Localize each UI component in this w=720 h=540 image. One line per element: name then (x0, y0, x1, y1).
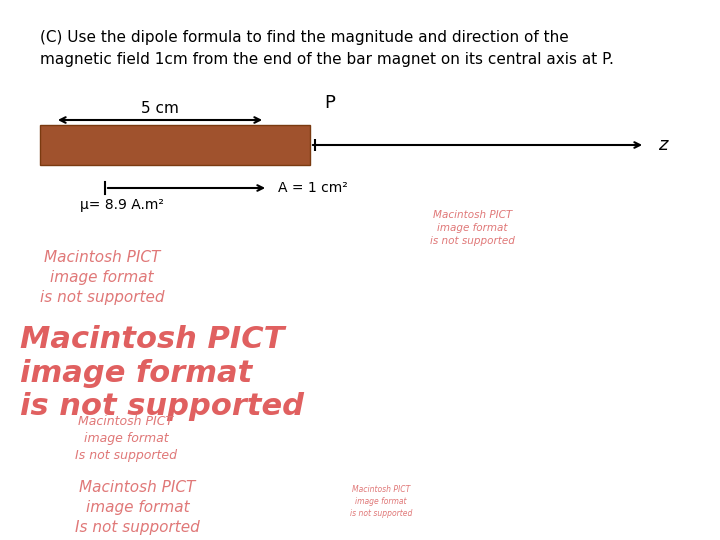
Text: Macintosh PICT
image format
Is not supported: Macintosh PICT image format Is not suppo… (75, 415, 177, 462)
Text: Macintosh PICT
image format
is not supported: Macintosh PICT image format is not suppo… (20, 325, 304, 421)
Text: P: P (325, 94, 336, 112)
Text: Macintosh PICT
image format
is not supported: Macintosh PICT image format is not suppo… (350, 485, 413, 518)
Text: z: z (658, 136, 667, 154)
Bar (40, 125, 310, 165)
Text: Macintosh PICT
image format
is not supported: Macintosh PICT image format is not suppo… (40, 250, 164, 305)
Text: 5 cm: 5 cm (141, 101, 179, 116)
Text: Macintosh PICT
image format
is not supported: Macintosh PICT image format is not suppo… (430, 210, 515, 246)
Text: Macintosh PICT
image format
Is not supported: Macintosh PICT image format Is not suppo… (75, 480, 199, 535)
Text: μ= 8.9 A.m²: μ= 8.9 A.m² (80, 198, 164, 212)
Text: A = 1 cm²: A = 1 cm² (278, 181, 348, 195)
Text: (C) Use the dipole formula to find the magnitude and direction of the: (C) Use the dipole formula to find the m… (40, 30, 569, 45)
Text: magnetic field 1cm from the end of the bar magnet on its central axis at P.: magnetic field 1cm from the end of the b… (40, 52, 614, 67)
